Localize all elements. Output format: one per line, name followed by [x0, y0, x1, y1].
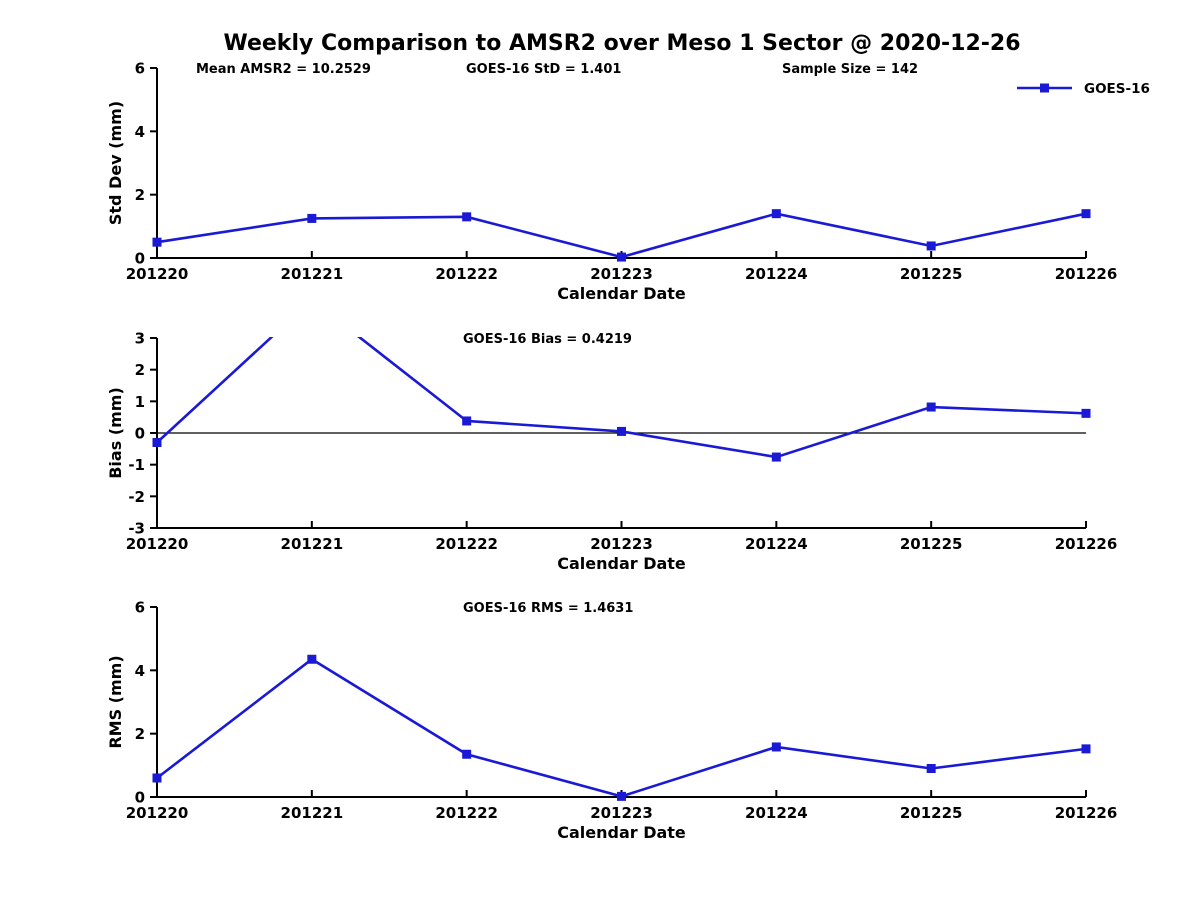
data-point-marker: [462, 212, 472, 222]
y-tick-label: 4: [135, 123, 145, 141]
data-point-marker: [771, 452, 781, 462]
legend-label: GOES-16: [1084, 81, 1150, 97]
x-tick-label: 201226: [1055, 804, 1118, 822]
data-point-marker: [152, 237, 162, 247]
x-tick-label: 201223: [590, 265, 653, 283]
y-tick-label: 0: [135, 789, 145, 807]
x-tick-label: 201225: [900, 265, 963, 283]
data-point-marker: [152, 438, 162, 447]
annotation: GOES-16 Bias = 0.4219: [463, 332, 632, 347]
x-tick-label: 201221: [281, 535, 344, 553]
x-axis-title: Calendar Date: [557, 554, 686, 573]
x-tick-label: 201226: [1055, 535, 1118, 553]
chart-title: Weekly Comparison to AMSR2 over Meso 1 S…: [223, 31, 1021, 56]
y-tick-label: 1: [135, 393, 145, 411]
y-axis-title: Std Dev (mm): [106, 101, 125, 225]
data-point-marker: [617, 426, 626, 436]
y-tick-label: 2: [135, 186, 145, 204]
data-point-marker: [1081, 408, 1091, 418]
data-point-marker: [771, 209, 781, 219]
series-line: [156, 212, 1087, 259]
y-tick-label: -3: [128, 520, 145, 538]
y-tick-label: 2: [135, 361, 145, 379]
data-point-marker: [926, 402, 936, 412]
x-tick-label: 201226: [1055, 265, 1118, 283]
x-tick-label: 201224: [745, 535, 808, 553]
x-tick-label: 201224: [745, 265, 808, 283]
x-tick-label: 201220: [126, 535, 189, 553]
y-axis-title: RMS (mm): [106, 655, 125, 748]
y-tick-label: 2: [135, 725, 145, 743]
y-tick-label: -1: [128, 456, 145, 474]
x-tick-label: 201222: [435, 265, 498, 283]
data-point-marker: [462, 416, 472, 426]
annotation: GOES-16 StD = 1.401: [466, 62, 621, 77]
data-point-marker: [307, 213, 317, 223]
y-tick-label: 4: [135, 662, 145, 680]
data-point-marker: [926, 764, 936, 773]
data-point-marker: [152, 773, 162, 783]
y-tick-label: 0: [135, 425, 145, 443]
x-tick-label: 201221: [281, 265, 344, 283]
data-point-marker: [771, 742, 781, 752]
y-tick-label: 3: [135, 330, 145, 348]
x-tick-label: 201225: [900, 804, 963, 822]
x-tick-label: 201223: [590, 535, 653, 553]
data-point-marker: [1081, 209, 1091, 219]
y-tick-label: 6: [135, 60, 145, 78]
x-tick-label: 201222: [435, 804, 498, 822]
y-tick-label: 0: [135, 250, 145, 268]
x-tick-label: 201221: [281, 804, 344, 822]
data-point-marker: [462, 749, 472, 759]
data-point-marker: [926, 241, 936, 251]
legend: GOES-16: [1017, 81, 1150, 97]
std-dev-subplot: 0 2 4 6 201220 201221 201222 201223 201224 201225…: [106, 60, 1150, 304]
x-tick-label: 201220: [126, 265, 189, 283]
y-tick-label: 6: [135, 599, 145, 617]
y-axis-title: Bias (mm): [106, 387, 125, 479]
x-tick-label: 201224: [745, 804, 808, 822]
rms-subplot: 0 2 4 6 201220 201221 201222 201223 201224 201225…: [106, 599, 1117, 843]
x-tick-label: 201225: [900, 535, 963, 553]
x-axis-title: Calendar Date: [557, 284, 686, 303]
x-axis-title: Calendar Date: [557, 823, 686, 842]
data-point-marker: [307, 654, 317, 664]
bias-subplot: -3 -2 -1 0 1 2 3 201220 201221 201222 201223 201224…: [106, 330, 1118, 574]
annotation: Sample Size = 142: [782, 62, 918, 77]
x-tick-label: 201220: [126, 804, 189, 822]
data-point-marker: [617, 252, 626, 262]
y-tick-label: -2: [128, 488, 145, 506]
annotation: Mean AMSR2 = 10.2529: [196, 62, 371, 77]
x-tick-label: 201222: [435, 535, 498, 553]
data-point-marker: [1081, 744, 1091, 754]
series-line: [156, 657, 1087, 798]
legend-marker: [1040, 83, 1049, 93]
annotation: GOES-16 RMS = 1.4631: [463, 601, 633, 616]
data-point-marker: [617, 791, 626, 801]
x-tick-label: 201223: [590, 804, 653, 822]
